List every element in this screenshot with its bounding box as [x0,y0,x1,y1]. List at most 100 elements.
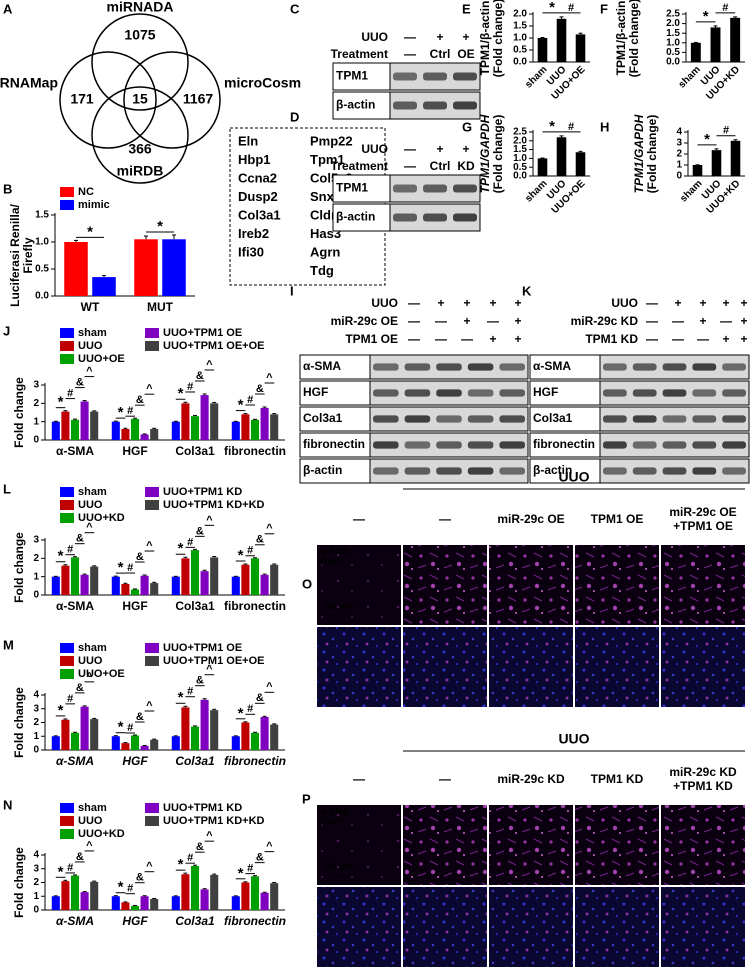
blot-band [632,389,657,397]
y-axis-label: TPM1/β-actin [614,1,628,76]
band-label-box [332,203,391,232]
bar [710,27,721,62]
bar [121,584,130,595]
bar [231,896,240,910]
y-axis-label: (Fold change) [491,0,505,77]
stain-label: α-SMA [321,806,350,816]
annotation: # [127,883,133,895]
blot-band [453,184,477,193]
micrograph-texture [489,887,573,967]
bar [111,576,120,595]
annotation: # [187,536,193,548]
blot-band [404,363,431,371]
annotation: ^ [146,700,153,712]
blot-band [373,467,399,475]
y-tick-label: 1.0 [666,37,680,48]
micrograph-texture [403,627,487,707]
scale-label: 50 μm [325,862,354,873]
blot-band [692,389,717,397]
bar [730,140,741,176]
lane-mark: + [722,296,729,310]
bar [241,564,250,595]
bar [70,732,80,750]
blot-band [436,441,462,449]
legend-swatch [60,500,74,510]
y-tick-label: 1 [33,731,39,742]
lane-mark: — [435,314,447,328]
bar [80,574,89,595]
blot-band [404,415,431,423]
annotation: ^ [206,514,213,526]
legend-swatch [60,643,74,653]
blot-band [662,467,687,475]
blot-band [453,213,477,222]
blot-band [662,415,687,423]
y-tick-label: 3 [676,138,682,149]
bar [190,866,200,910]
bar [575,34,586,62]
blot-band [423,213,447,222]
row-label: miR-29c KD [571,314,639,328]
panel-label: G [462,119,472,134]
y-axis-label: Fold change [12,687,26,758]
bar [80,401,89,440]
count: 1167 [183,91,214,107]
y-tick-label: 0 [33,745,39,756]
bar [200,395,209,440]
legend-swatch [60,328,74,338]
gene-name: Hbp1 [238,152,271,167]
x-tick-label: α-SMA [56,599,94,613]
blot-band [404,467,431,475]
legend-swatch [145,803,159,813]
legend-swatch [60,341,74,351]
bar [51,736,60,750]
blot-band [404,389,431,397]
bar [90,411,99,440]
legend-swatch [145,487,159,497]
annotation: * [178,689,184,706]
legend-swatch [60,829,74,839]
lane-mark: — [404,142,416,156]
lane-mark: — [646,296,658,310]
annotation: # [723,125,729,137]
panel-label: C [290,1,300,16]
blot-band [722,441,746,449]
blot-band [404,441,431,449]
bar [190,550,200,595]
micrograph-texture [489,627,573,707]
micrograph-texture [403,805,487,885]
x-tick-label: Col3a1 [175,599,215,613]
micrograph-texture [575,805,659,885]
lane-mark: — [461,332,473,346]
y-tick-label: 4 [33,850,39,861]
gene-name: Tdg [310,263,334,278]
legend-swatch [145,341,159,351]
lane-mark: Ctrl [430,47,451,61]
bar [260,892,269,910]
bar [121,429,130,440]
x-tick-label: fibronectin [224,444,286,458]
annotation: * [238,865,244,882]
micrograph-texture [403,887,487,967]
column-label: miR-29c OE [669,505,736,519]
bar [730,17,741,62]
y-tick-label: 0.5 [513,162,527,173]
annotation: * [58,548,64,565]
blot-band [692,467,717,475]
annotation: & [196,525,204,537]
panel-label: D [290,109,299,124]
panel-label: M [3,637,14,652]
bar [692,165,703,176]
blot-band [722,415,746,423]
y-tick-label: 1.5 [666,28,680,39]
y-tick-label: 2 [33,553,39,564]
bar [121,902,130,910]
annotation: & [76,533,84,545]
count: 15 [132,91,148,107]
annotation: # [67,862,73,874]
annotation: & [196,370,204,382]
panel-label: J [3,323,10,338]
x-tick-label: fibronectin [224,599,286,613]
bar [171,896,180,910]
bar [171,576,180,595]
